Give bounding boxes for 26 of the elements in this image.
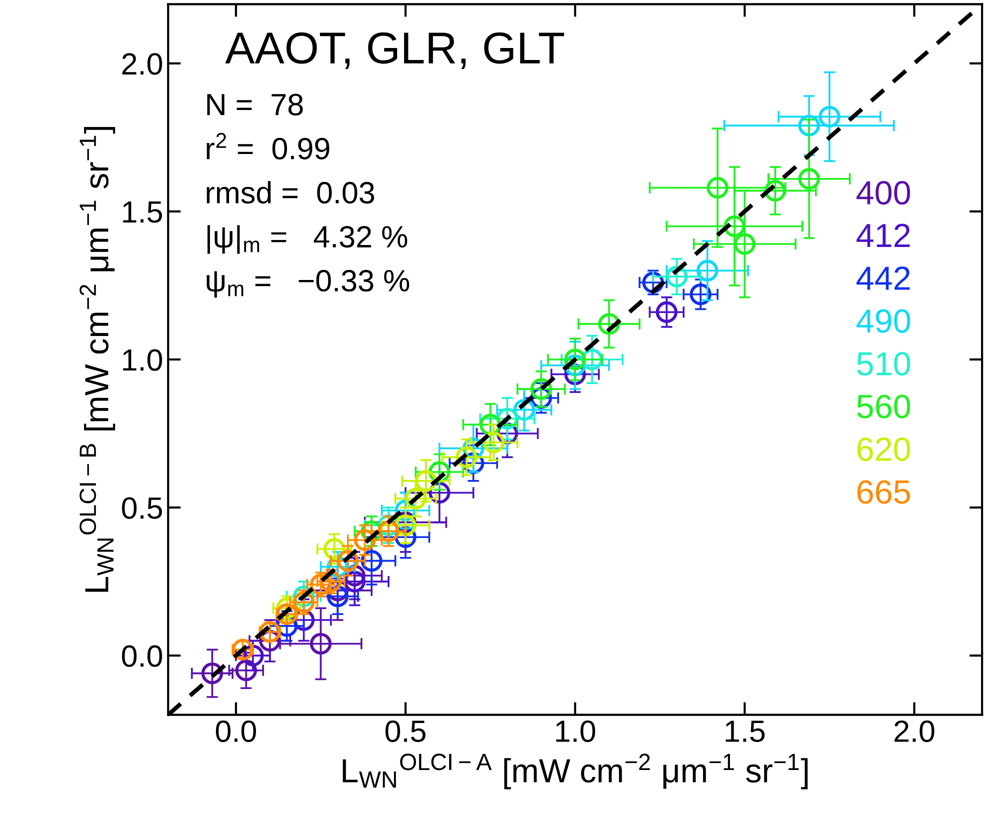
y-tick-label: 1.0	[123, 349, 162, 371]
text: 665	[857, 480, 910, 504]
x-tick-label: 2.0	[894, 720, 934, 742]
x-tick-label: 0.5	[385, 720, 426, 742]
text: 490	[856, 309, 910, 333]
text: L$_{WN}$$^{OLCI−A}$ [mW cm$^{−2}$ μm$^{−1}$ sr$^{−1}$]	[342, 754, 808, 790]
y-tick-label: 0.0	[122, 645, 162, 667]
text: 442	[856, 266, 910, 290]
text: 620	[857, 437, 910, 462]
annotation: rmsd = 0.03	[206, 181, 374, 204]
x-tick-label: 0.0	[216, 720, 256, 742]
y-tick-label: 1.5	[123, 201, 162, 223]
text: 510	[857, 352, 910, 376]
y-tick-label: 0.5	[122, 497, 162, 519]
annotation: |ψ|$_{m}$ = 4.32 %	[207, 225, 408, 254]
annotation: ψ$_{m}$ = −0.33 %	[206, 270, 410, 298]
y-tick-label: 2.0	[122, 53, 162, 75]
x-tick-label: 1.0	[556, 720, 596, 742]
annotation: N = 78	[207, 94, 303, 116]
annotation: r$^{2}$ = 0.99	[206, 132, 330, 160]
text: 400	[856, 181, 910, 205]
text: AAOT, GLR, GLT	[225, 32, 564, 70]
text: 560	[857, 394, 910, 418]
x-tick-label: 1.5	[726, 720, 765, 742]
text: 412	[856, 224, 910, 248]
text: L$_{WN}$$^{OLCI−B}$ [mW cm$^{−2}$ μm$^{−1}$ sr$^{−1}$]	[80, 126, 116, 592]
